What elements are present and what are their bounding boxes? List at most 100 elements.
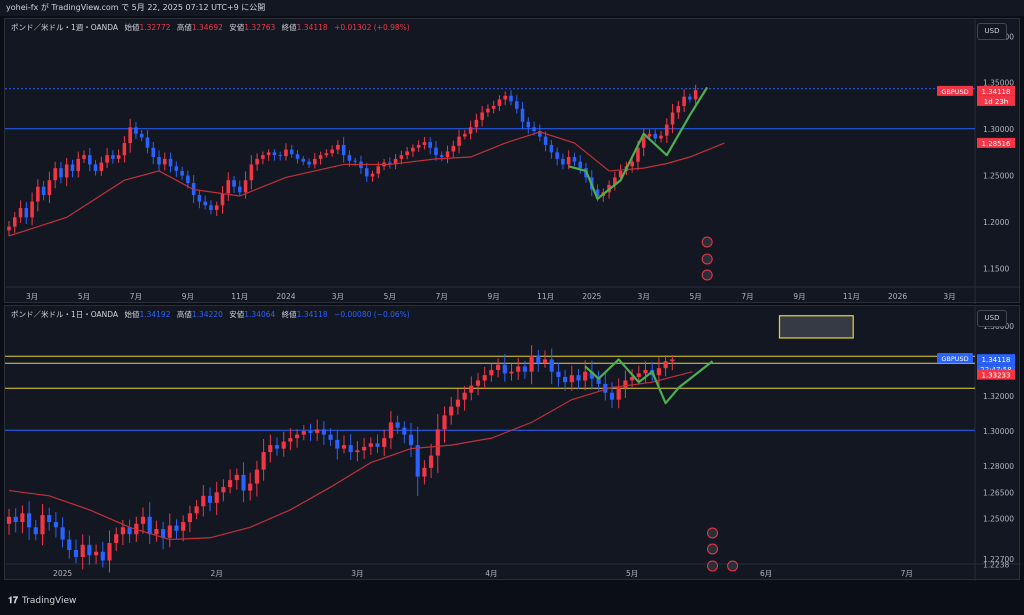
close-value: 1.34118 [296, 23, 328, 32]
candle-body [41, 186, 46, 196]
candle-body [618, 170, 623, 178]
candle-body [12, 217, 17, 227]
candle-body [613, 177, 617, 185]
candle-body [174, 166, 179, 171]
candle-body [145, 137, 150, 148]
candle-body [335, 439, 340, 449]
candle-body [480, 112, 484, 120]
candle-body [36, 186, 40, 202]
x-tick-label: 3月 [332, 292, 344, 301]
candle-body [376, 166, 381, 174]
candle-body [100, 551, 105, 561]
candle-body [549, 359, 554, 372]
tradingview-logo[interactable]: 𝟏𝟕 TradingView [8, 596, 76, 606]
price-badge-text: 1.28516 [982, 140, 1011, 148]
candle-body [27, 513, 32, 528]
price-badge-text: 1d 23h [984, 98, 1008, 106]
candle-body [364, 168, 369, 177]
symbol-desc: ポンド／米ドル・1日・OANDA [11, 310, 119, 319]
event-flag-icon [701, 236, 713, 248]
x-tick-label: 9月 [488, 292, 500, 301]
candle-body [151, 147, 156, 157]
candle-body [203, 201, 207, 206]
candle-body [475, 380, 481, 386]
candle-body [670, 359, 675, 362]
candle-body [120, 527, 125, 535]
candle-body [181, 522, 186, 531]
event-flag-icon [707, 543, 718, 555]
candle-body [636, 373, 641, 377]
candle-body [248, 483, 253, 491]
candle-body [676, 105, 681, 113]
currency-button[interactable]: USD [977, 23, 1007, 40]
x-tick-label: 3月 [638, 292, 650, 301]
candle-body [128, 127, 132, 144]
candle-body [341, 445, 347, 449]
candle-body [261, 155, 265, 159]
candle-body [693, 90, 698, 100]
weekly-chart-pane[interactable]: ポンド／米ドル・1週・OANDA 始値1.32772 高値1.34692 安値1… [4, 18, 1021, 304]
candle-body [255, 158, 259, 165]
x-tick-label: 2024 [276, 292, 295, 301]
candle-body [526, 121, 531, 128]
target-zone-box [778, 315, 854, 339]
y-tick-label: 1.2238 [983, 560, 1009, 569]
candle-body [221, 487, 226, 493]
candle-body [40, 515, 45, 535]
candle-body [561, 158, 565, 165]
candle-body [509, 371, 514, 374]
candle-body [664, 124, 669, 136]
symbol-badge [937, 85, 973, 96]
candle-body [7, 226, 11, 231]
candle-body [491, 105, 496, 109]
candle-body [482, 375, 487, 381]
candle-body [653, 133, 658, 139]
candle-body [370, 173, 375, 177]
candle-body [154, 529, 159, 535]
candle-body [429, 455, 434, 468]
candle-body [301, 158, 306, 162]
candle-body [289, 149, 294, 155]
candle-body [194, 506, 199, 514]
candle-body [122, 143, 127, 156]
candle-body [163, 158, 167, 165]
candle-body [341, 144, 346, 156]
candle-body [576, 375, 581, 381]
y-tick-label: 1.2000 [983, 218, 1009, 227]
candle-body [201, 495, 206, 507]
candle-body [336, 144, 340, 150]
candle-body [226, 180, 231, 194]
candle-body [474, 119, 479, 128]
candle-body [268, 445, 273, 453]
x-tick-label: 5月 [78, 292, 90, 301]
candle-body [538, 131, 542, 137]
candle-body [411, 147, 415, 152]
moving-average-line [8, 131, 725, 237]
candle-body [87, 155, 92, 165]
event-flag-icon [727, 560, 739, 572]
candle-body [616, 387, 621, 400]
x-tick-label: 2025 [582, 292, 601, 301]
candle-body [60, 527, 65, 540]
candle-body [249, 164, 254, 181]
candle-body [463, 133, 467, 137]
candle-body [24, 208, 29, 218]
currency-button[interactable]: USD [977, 310, 1007, 327]
daily-chart-pane[interactable]: ポンド／米ドル・1日・OANDA 始値1.34192 高値1.34220 安値1… [4, 305, 1021, 581]
candle-body [569, 375, 574, 383]
candle-body [243, 180, 248, 193]
candle-body [595, 189, 600, 196]
symbol-desc: ポンド／米ドル・1週・OANDA [11, 23, 119, 32]
low-value: 1.32763 [244, 23, 276, 32]
y-tick-label: 1.30000 [983, 125, 1014, 134]
candle-body [59, 168, 63, 178]
candle-body [422, 467, 427, 477]
footer: 𝟏𝟕 TradingView [0, 592, 1024, 615]
candle-body [656, 368, 661, 376]
candle-body [382, 438, 387, 447]
candle-body [261, 452, 266, 470]
y-tick-label: 1.32000 [983, 392, 1014, 401]
candle-body [647, 133, 652, 137]
candle-body [636, 147, 640, 162]
price-badge-text: 1.34118 [982, 356, 1011, 364]
